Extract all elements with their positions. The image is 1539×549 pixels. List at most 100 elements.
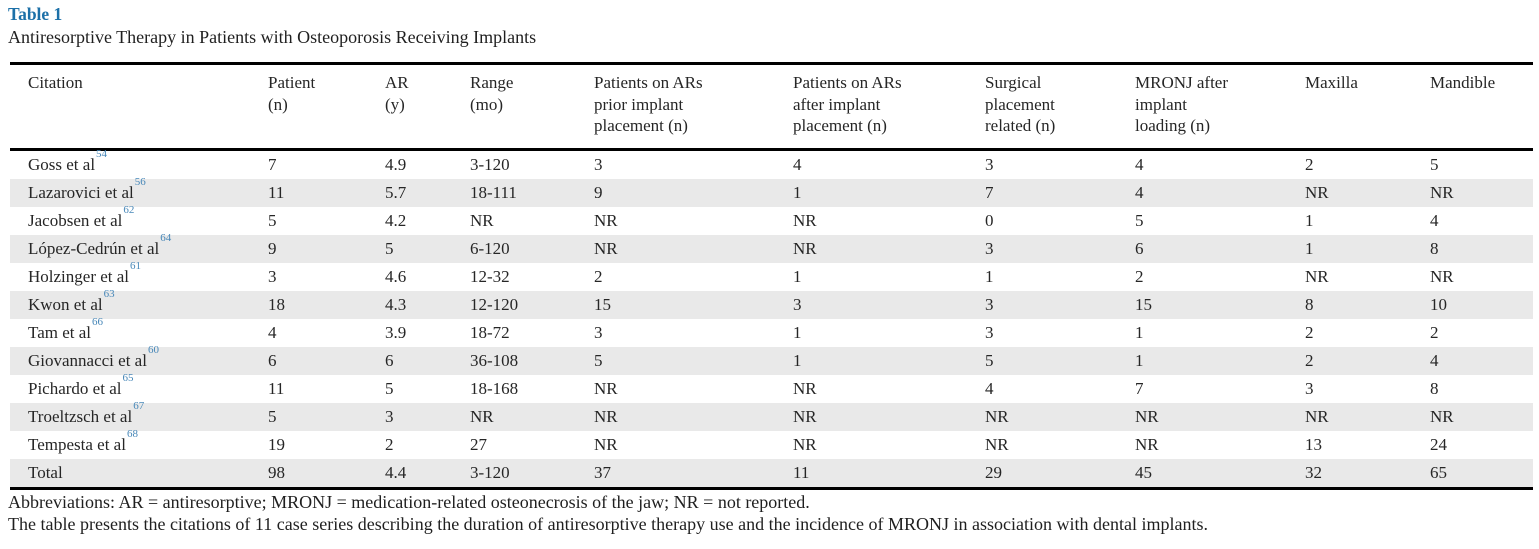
citation-ref-link[interactable]: 63 <box>103 288 115 301</box>
cell-patient: 11 <box>268 379 285 398</box>
cell-mandible: NR <box>1430 267 1454 286</box>
cell-after: 3 <box>793 295 802 314</box>
cell-maxilla: 2 <box>1305 351 1314 370</box>
column-header-line: Patient <box>268 73 316 92</box>
cell-maxilla: 13 <box>1305 435 1322 454</box>
citation-ref-link[interactable]: 61 <box>130 260 142 273</box>
citation-text: Goss et al <box>28 155 96 174</box>
cell-range: 27 <box>470 435 487 454</box>
citation-text: Tempesta et al <box>28 435 126 454</box>
cell-range: 12-120 <box>470 295 519 314</box>
column-header-line: MRONJ after <box>1135 73 1229 92</box>
citation-ref-link[interactable]: 56 <box>134 176 146 189</box>
cell-mronj: 7 <box>1135 379 1144 398</box>
cell-citation: Jacobsen et al62 <box>10 204 268 235</box>
column-header-line: placement (n) <box>594 116 688 135</box>
column-header-range: Range (mo) <box>470 64 594 150</box>
cell-ar: 4.3 <box>385 295 407 314</box>
cell-patient: 3 <box>268 267 277 286</box>
cell-ar: 5 <box>385 379 394 398</box>
cell-surgical: 5 <box>985 351 994 370</box>
citation-ref-link[interactable]: 65 <box>122 372 134 385</box>
cell-maxilla: 3 <box>1305 379 1314 398</box>
cell-patient: 6 <box>268 351 277 370</box>
column-header-ar: AR (y) <box>377 64 470 150</box>
cell-range: 18-72 <box>470 323 510 342</box>
column-header-mronj: MRONJ after implant loading (n) <box>1135 64 1305 150</box>
cell-patient: 4 <box>268 323 277 342</box>
cell-after: 11 <box>793 463 810 482</box>
cell-patient: 7 <box>268 155 277 174</box>
cell-ar: 2 <box>385 435 394 454</box>
cell-after: NR <box>793 239 817 258</box>
citation-ref-link[interactable]: 62 <box>123 204 135 217</box>
citation-text: Giovannacci et al <box>28 351 147 370</box>
cell-maxilla: 8 <box>1305 295 1314 314</box>
abbreviations-note: Abbreviations: AR = antiresorptive; MRON… <box>8 492 810 512</box>
column-header-line: prior implant <box>594 94 684 114</box>
table-body: Goss et al54 7 4.9 3-120 3 4 3 4 2 5 Lazarovici et… <box>10 148 1533 489</box>
table-row: Giovannacci et al60 6 6 36-108 5 1 5 1 2 4 <box>10 344 1533 375</box>
cell-range: 3-120 <box>470 463 510 482</box>
cell-ar: 4.4 <box>385 463 407 482</box>
cell-mandible: 10 <box>1430 295 1447 314</box>
cell-mandible: 65 <box>1430 463 1447 482</box>
cell-citation: Giovannacci et al60 <box>10 344 268 375</box>
cell-range: NR <box>470 407 494 426</box>
cell-mandible: 8 <box>1430 379 1439 398</box>
citation-text: Holzinger et al <box>28 267 130 286</box>
cell-mandible: 4 <box>1430 211 1439 230</box>
cell-surgical: NR <box>985 407 1009 426</box>
cell-range: NR <box>470 211 494 230</box>
cell-range: 3-120 <box>470 155 510 174</box>
cell-patient: 5 <box>268 407 277 426</box>
table-row: Pichardo et al65 11 5 18-168 NR NR 4 7 3 8 <box>10 372 1533 403</box>
cell-ar: 6 <box>385 351 394 370</box>
cell-patient: 18 <box>268 295 285 314</box>
cell-citation: Tempesta et al68 <box>10 428 268 459</box>
cell-mronj: 45 <box>1135 463 1152 482</box>
cell-mandible: NR <box>1430 407 1454 426</box>
column-header-citation: Citation <box>10 64 268 150</box>
column-header-surgical: Surgical placement related (n) <box>985 64 1135 150</box>
cell-prior: NR <box>594 379 618 398</box>
citation-ref-link[interactable]: 67 <box>133 400 145 413</box>
cell-mronj: 6 <box>1135 239 1144 258</box>
cell-surgical: 3 <box>985 295 994 314</box>
column-header-mandible: Mandible <box>1430 64 1533 150</box>
citation-text: Kwon et al <box>28 295 103 314</box>
table-row: Holzinger et al61 3 4.6 12-32 2 1 1 2 NR NR <box>10 260 1533 291</box>
cell-prior: 37 <box>594 463 611 482</box>
table-row: Troeltzsch et al67 5 3 NR NR NR NR NR NR NR <box>10 400 1533 431</box>
table-title: Antiresorptive Therapy in Patients with … <box>8 27 537 47</box>
cell-maxilla: 1 <box>1305 239 1314 258</box>
description-note: The table presents the citations of 11 c… <box>8 513 1208 534</box>
cell-surgical: 1 <box>985 267 994 286</box>
column-header-line: Citation <box>28 73 83 92</box>
table-row: Tam et al66 4 3.9 18-72 3 1 3 1 2 2 <box>10 316 1533 347</box>
column-header-line: Patients on ARs <box>594 73 703 92</box>
table-row: Lazarovici et al56 11 5.7 18-111 9 1 7 4 NR NR <box>10 176 1533 207</box>
citation-ref-link[interactable]: 68 <box>126 428 138 441</box>
column-header-line: related (n) <box>985 116 1056 135</box>
cell-range: 18-111 <box>470 183 517 202</box>
cell-after: 1 <box>793 323 802 342</box>
column-header-after: Patients on ARs after implant placement (n… <box>793 64 985 150</box>
cell-ar: 4.2 <box>385 211 407 230</box>
cell-mronj: 1 <box>1135 323 1144 342</box>
citation-ref-link[interactable]: 60 <box>147 344 159 357</box>
table-row: Kwon et al63 18 4.3 12-120 15 3 3 15 8 10 <box>10 288 1533 319</box>
cell-maxilla: NR <box>1305 183 1329 202</box>
cell-after: 1 <box>793 267 802 286</box>
cell-surgical: 0 <box>985 211 994 230</box>
citation-ref-link[interactable]: 66 <box>92 316 104 329</box>
cell-citation: Troeltzsch et al67 <box>10 400 268 431</box>
cell-prior: NR <box>594 239 618 258</box>
citation-ref-link[interactable]: 54 <box>96 148 108 161</box>
cell-mronj: 5 <box>1135 211 1144 230</box>
table-caption: Table 1 Antiresorptive Therapy in Patien… <box>8 3 536 49</box>
citation-ref-link[interactable]: 64 <box>160 232 172 245</box>
cell-patient: 11 <box>268 183 285 202</box>
citation-text: Tam et al <box>28 323 92 342</box>
